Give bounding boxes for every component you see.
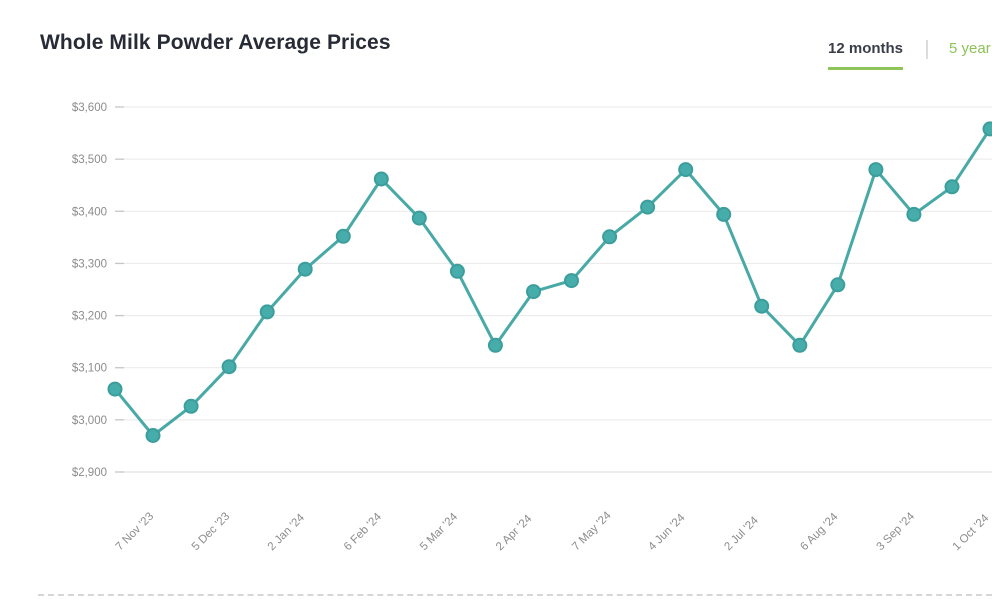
x-axis-label: 2 Jul '24 [722,514,761,553]
data-point[interactable] [830,277,846,293]
data-point[interactable] [107,381,123,397]
dotted-separator [38,594,992,596]
data-point[interactable] [868,162,884,178]
data-point[interactable] [602,229,618,245]
x-axis-label: 7 May '24 [570,509,614,553]
data-point[interactable] [335,228,351,244]
data-point[interactable] [449,263,465,279]
y-axis-label: $3,100 [72,363,107,375]
data-point[interactable] [716,206,732,222]
data-point[interactable] [906,206,922,222]
x-axis-label: 4 Jun '24 [646,511,688,553]
x-axis-label: 2 Jan '24 [266,511,308,553]
data-point[interactable] [221,359,237,375]
tab-divider [926,40,929,59]
x-axis-label: 1 Oct '24 [951,512,992,553]
data-point[interactable] [564,273,579,289]
data-point[interactable] [640,199,656,215]
x-axis-label: 7 Nov '23 [114,511,157,554]
data-point[interactable] [373,171,389,187]
tab-12-months[interactable]: 12 months [828,40,904,70]
data-point[interactable] [297,261,313,277]
x-axis-label: 5 Mar '24 [418,511,461,554]
data-point[interactable] [411,210,427,226]
data-point[interactable] [792,337,808,353]
data-point[interactable] [944,179,960,195]
y-axis-label: $3,600 [72,102,107,114]
y-axis-label: $3,300 [72,258,107,270]
data-point[interactable] [526,284,541,300]
y-axis-label: $3,400 [72,206,107,218]
data-point[interactable] [754,298,770,314]
data-point[interactable] [183,398,199,414]
data-point[interactable] [982,121,992,137]
x-axis-label: 6 Feb '24 [342,511,385,554]
x-axis-label: 6 Aug '24 [798,511,841,554]
price-line [113,127,992,437]
y-axis-label: $3,500 [72,154,107,166]
data-point[interactable] [145,428,161,443]
y-axis-label: $3,000 [72,415,107,427]
x-axis-label: 5 Dec '23 [190,511,233,554]
x-axis-label: 3 Sep '24 [875,510,918,553]
x-axis-label: 2 Apr '24 [494,512,535,553]
data-point[interactable] [259,304,275,320]
y-axis-label: $2,900 [72,467,107,479]
y-axis-label: $3,200 [72,311,107,323]
tab-5-years[interactable]: 5 year [949,40,991,57]
range-tabs: 12 months 5 year [828,40,991,70]
data-point[interactable] [678,162,694,178]
data-point[interactable] [487,337,503,353]
page-title: Whole Milk Powder Average Prices [40,31,391,54]
